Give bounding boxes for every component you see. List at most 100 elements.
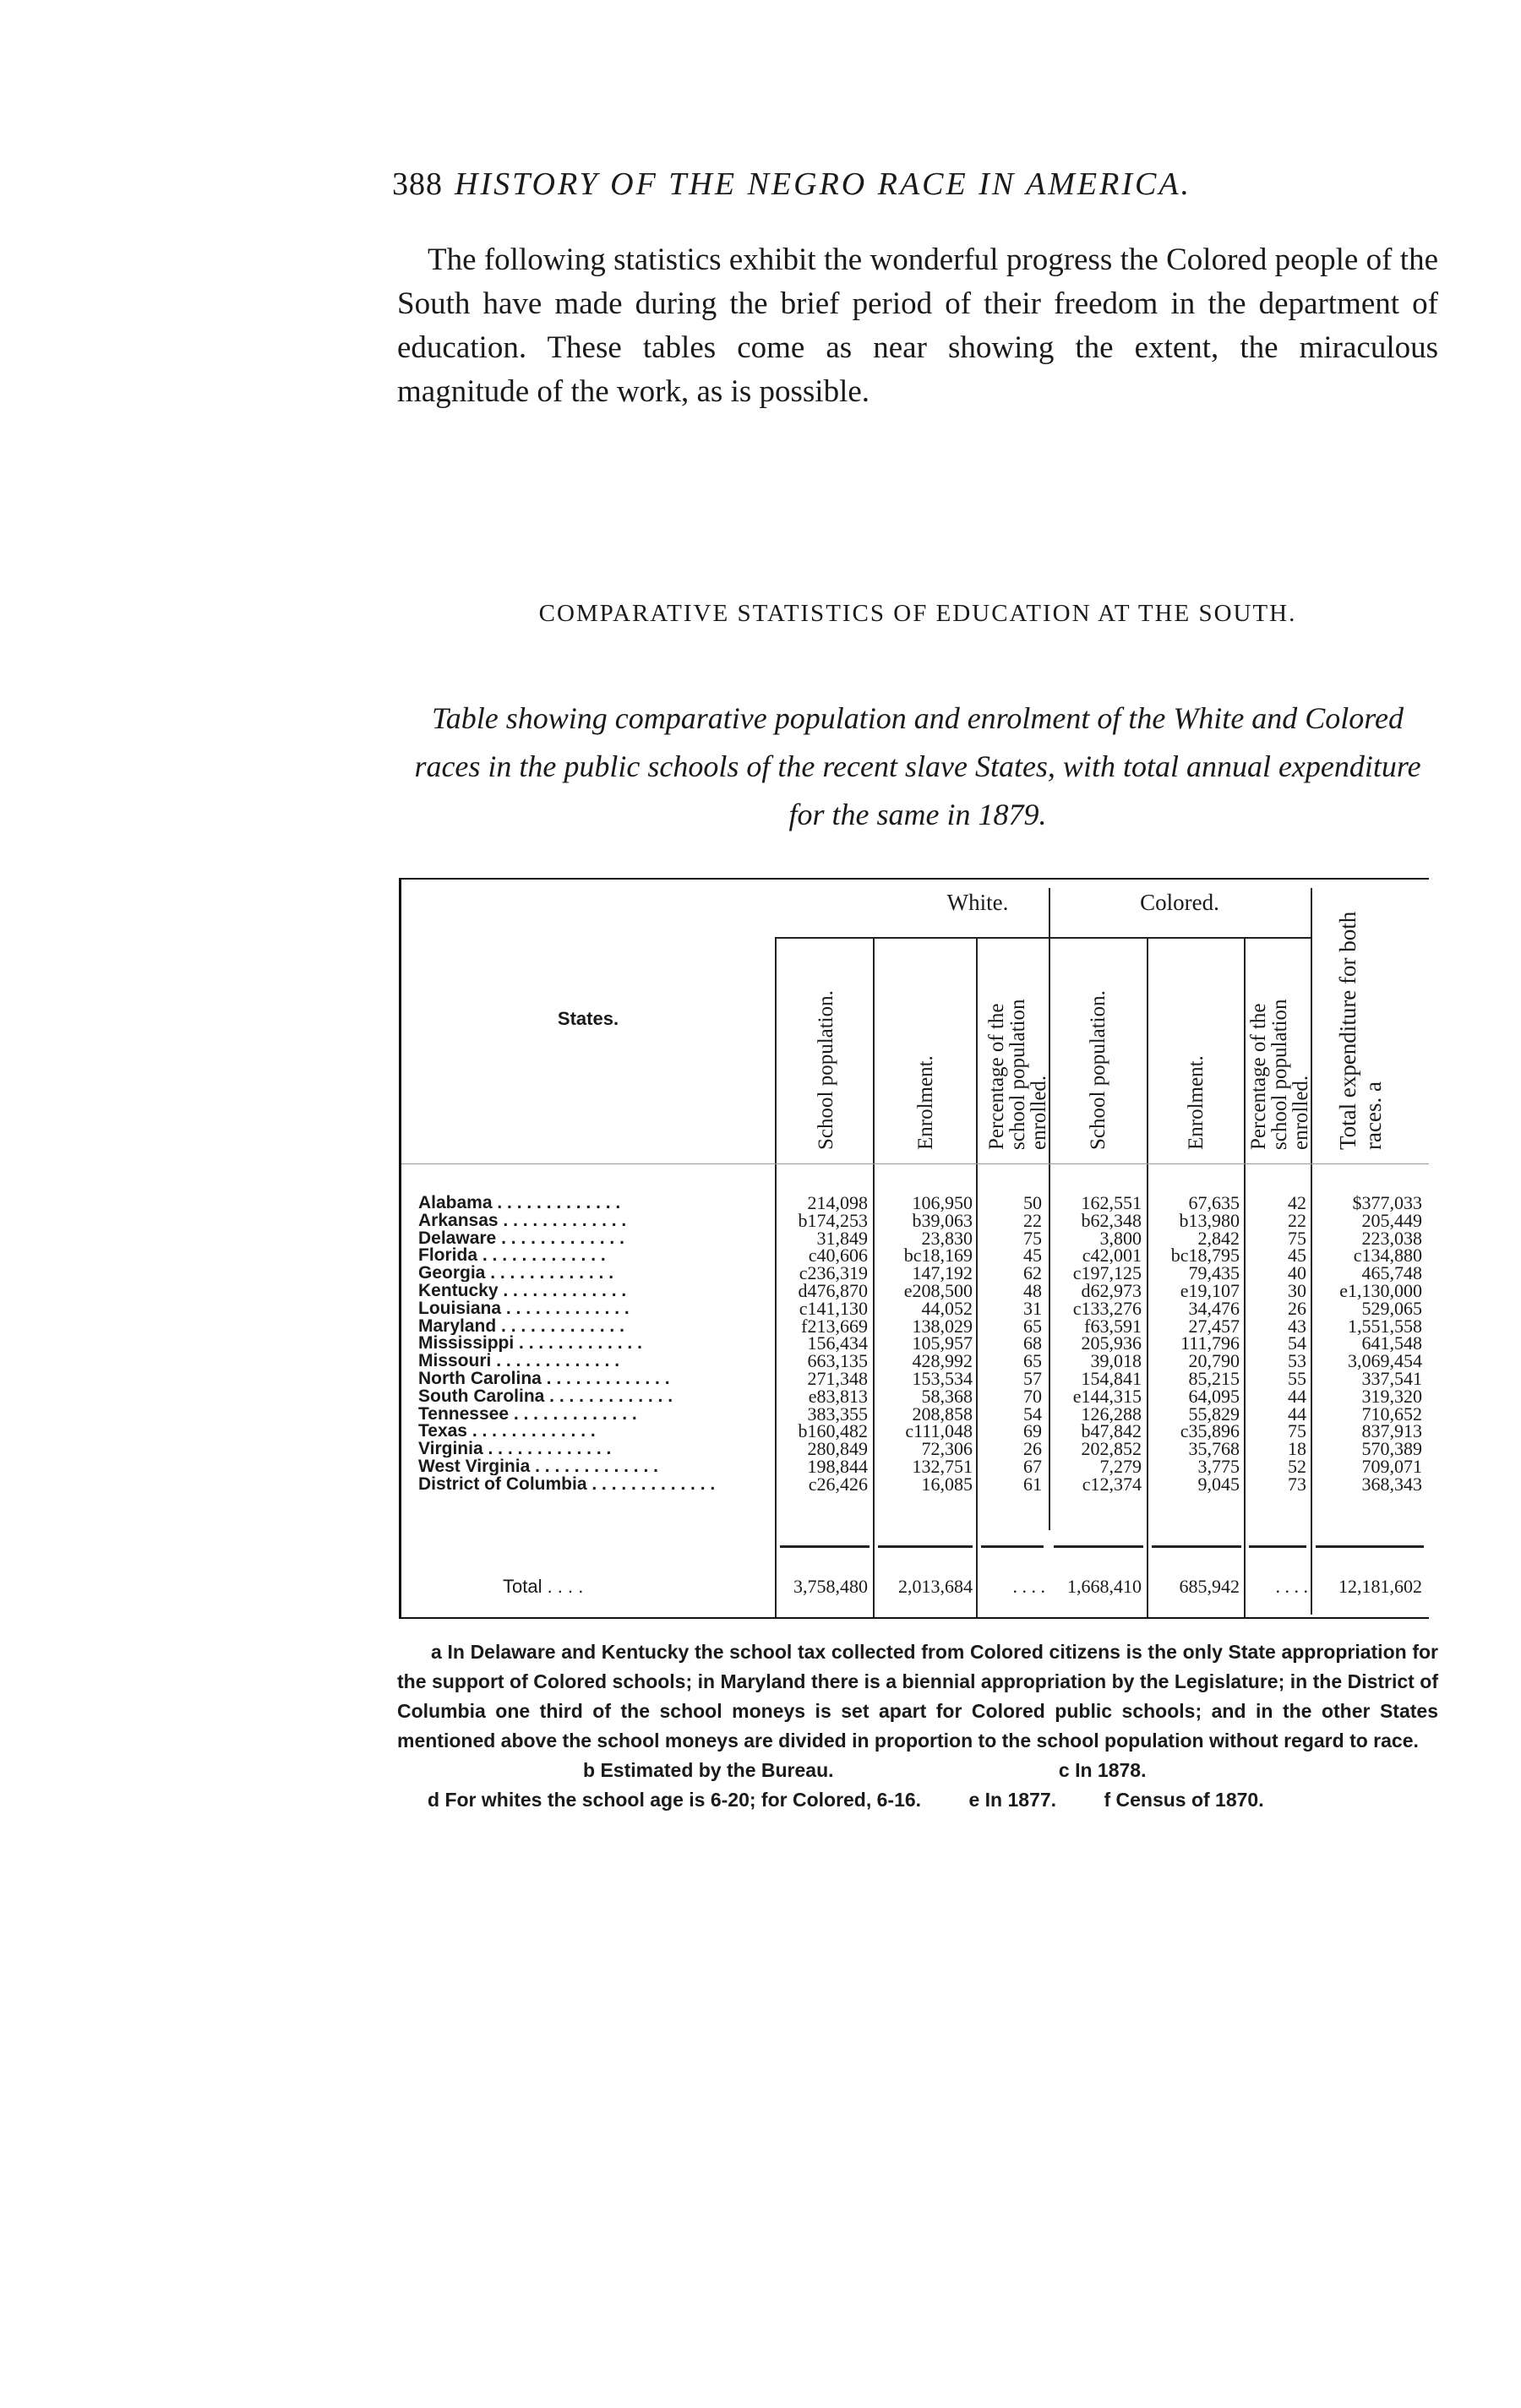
table-row: Missouri 663,135 428,992 65 39,018 20,790 53 3,… [401, 1352, 1429, 1370]
cell-c-pop: 162,551 [1081, 1192, 1142, 1213]
cell-c-enr: 3,775 [1197, 1456, 1240, 1477]
cell-c-pct: 45 [1288, 1245, 1306, 1267]
cell-w-enr: bc18,169 [903, 1245, 973, 1267]
cell-c-enr: 67,635 [1188, 1192, 1240, 1213]
footnotes: a In Delaware and Kentucky the school ta… [397, 1637, 1438, 1815]
divider [401, 1163, 1429, 1164]
header-colored-enrolment: Enrolment. [1185, 1055, 1208, 1150]
state-name: Texas [418, 1422, 765, 1440]
cell-c-enr: b13,980 [1179, 1209, 1240, 1231]
cell-total: e1,130,000 [1339, 1280, 1422, 1301]
cell-c-enr: 85,215 [1188, 1368, 1240, 1389]
running-head: 388 HISTORY OF THE NEGRO RACE IN AMERICA. [392, 166, 1191, 203]
cell-w-enr: 147,192 [912, 1262, 973, 1284]
cell-c-pop: f63,591 [1084, 1315, 1142, 1337]
total-label: Total . . . . [503, 1576, 584, 1597]
cell-w-pop: f213,669 [801, 1315, 868, 1337]
table-row: Kentucky d476,870 e208,500 48 d62,973 e19,107… [401, 1280, 1429, 1301]
cell-c-pct: 55 [1288, 1368, 1306, 1389]
table-row: Tennessee 383,355 208,858 54 126,288 55,829 44… [401, 1403, 1429, 1425]
sum-rule [1054, 1545, 1143, 1548]
header-white-school-population: School population. [815, 990, 837, 1150]
table-row: District of Columbia c26,426 16,085 61 c12,3… [401, 1473, 1429, 1495]
cell-w-enr: 106,950 [912, 1192, 973, 1213]
cell-c-enr: 20,790 [1188, 1350, 1240, 1372]
cell-total: c134,880 [1353, 1245, 1422, 1267]
footnote-row: b Estimated by the Bureau. c In 1878. [397, 1756, 1438, 1785]
cell-w-pct: 65 [1023, 1350, 1042, 1372]
table-row: Arkansas b174,253 b39,063 22 b62,348 b13,980 2… [401, 1209, 1429, 1231]
state-name: North Carolina [418, 1370, 765, 1387]
sum-rule [878, 1545, 973, 1548]
state-name: Kentucky [418, 1282, 765, 1299]
cell: 3,758,480 [793, 1576, 868, 1597]
sum-rule [1316, 1545, 1424, 1548]
cell-c-pop: 126,288 [1081, 1403, 1142, 1425]
cell-c-pct: 22 [1288, 1209, 1306, 1231]
cell-c-pct: 30 [1288, 1280, 1306, 1301]
state-name: Mississippi [418, 1334, 765, 1352]
state-name: South Carolina [418, 1387, 765, 1405]
footnote-b: b Estimated by the Bureau. [583, 1759, 834, 1781]
cell-c-pop: d62,973 [1081, 1280, 1142, 1301]
cell-w-pct: 75 [1023, 1227, 1042, 1249]
footnote-c: c In 1878. [1058, 1759, 1147, 1781]
cell-c-enr: 55,829 [1188, 1403, 1240, 1425]
sum-rule [780, 1545, 870, 1548]
cell-total: 319,320 [1361, 1385, 1423, 1407]
cell-w-pop: e83,813 [808, 1385, 868, 1407]
cell-w-pct: 62 [1023, 1262, 1042, 1284]
cell-c-pct: 44 [1288, 1385, 1306, 1407]
divider [1049, 888, 1050, 1530]
cell-w-enr: 23,830 [921, 1227, 973, 1249]
cell-w-pop: 156,434 [807, 1332, 869, 1354]
header-white-percentage: Percentage of the school population enro… [985, 999, 1050, 1150]
table-row: Texas b160,482 c111,048 69 b47,842 c35,896 75 8… [401, 1420, 1429, 1442]
table-row: Louisiana c141,130 44,052 31 c133,276 34,476 2… [401, 1299, 1429, 1317]
cell-w-enr: 428,992 [912, 1350, 973, 1372]
cell-c-pct: 75 [1288, 1227, 1306, 1249]
cell-w-pop: c236,319 [799, 1262, 868, 1284]
table-row: Florida c40,606 bc18,169 45 c42,001 bc18,795 4… [401, 1245, 1429, 1267]
cell-c-pop: b62,348 [1081, 1209, 1142, 1231]
cell-c-enr: 9,045 [1197, 1473, 1240, 1495]
table-row: South Carolina e83,813 58,368 70 e144,315 64,… [401, 1387, 1429, 1405]
state-name: Virginia [418, 1440, 765, 1457]
cell-w-pct: 22 [1023, 1209, 1042, 1231]
state-name: Alabama [418, 1194, 765, 1212]
table-row: Delaware 31,849 23,830 75 3,800 2,842 75 223,03… [401, 1229, 1429, 1247]
cell-c-pct: 54 [1288, 1332, 1306, 1354]
cell-total: $377,033 [1352, 1192, 1423, 1213]
sum-rule [981, 1545, 1044, 1548]
cell-w-pop: 383,355 [807, 1403, 869, 1425]
footnote-f: f Census of 1870. [1104, 1789, 1264, 1811]
cell-c-pop: c197,125 [1072, 1262, 1142, 1284]
cell-total: 368,343 [1361, 1473, 1423, 1495]
cell-w-enr: 72,306 [921, 1438, 973, 1460]
cell-w-pop: 198,844 [807, 1456, 869, 1477]
cell-w-enr: 132,751 [912, 1456, 973, 1477]
state-name: Florida [418, 1246, 765, 1264]
footnote-row: d For whites the school age is 6-20; for… [397, 1785, 1438, 1815]
cell-w-pct: 26 [1023, 1438, 1042, 1460]
cell-w-pop: c26,426 [808, 1473, 868, 1495]
cell: . . . . [1012, 1576, 1046, 1597]
cell-c-pop: 154,841 [1081, 1368, 1142, 1389]
cell-c-pct: 75 [1288, 1420, 1306, 1442]
cell-c-enr: c35,896 [1180, 1420, 1240, 1442]
cell-w-enr: 153,534 [912, 1368, 973, 1389]
cell-w-enr: 105,957 [912, 1332, 973, 1354]
total-row: Total . . . . 3,758,480 2,013,684 . . . … [401, 1576, 1429, 1597]
cell-total: 710,652 [1361, 1403, 1423, 1425]
cell-c-pct: 52 [1288, 1456, 1306, 1477]
divider [1311, 888, 1312, 1615]
state-name: Maryland [418, 1317, 765, 1335]
cell-total: 709,071 [1361, 1456, 1423, 1477]
cell: . . . . [1275, 1576, 1309, 1597]
table-row: Alabama 214,098 106,950 50 162,551 67,635 42 $3… [401, 1194, 1429, 1212]
cell-w-pop: d476,870 [798, 1280, 869, 1301]
cell-w-pop: 214,098 [807, 1192, 869, 1213]
cell-w-pct: 61 [1023, 1473, 1042, 1495]
cell: 12,181,602 [1338, 1576, 1422, 1597]
cell-total: 570,389 [1361, 1438, 1423, 1460]
